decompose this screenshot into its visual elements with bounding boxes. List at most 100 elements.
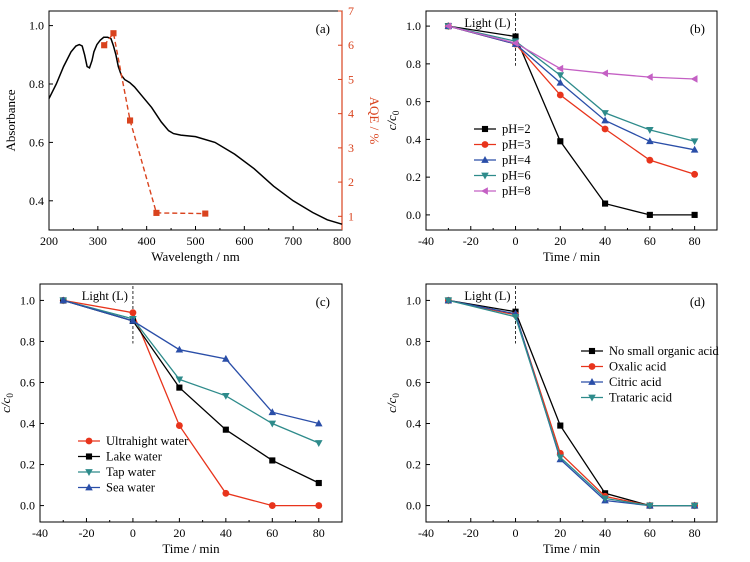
series-point [512,33,519,40]
series-point [511,313,520,321]
legend-entry: pH=6 [502,169,531,183]
series-point [690,75,698,83]
series-point [222,354,230,362]
series-point [602,200,609,207]
legend-entry: Trataric acid [609,391,673,405]
x-tick-label: 200 [40,234,58,248]
y-axis-label: c/c0 [384,110,401,130]
series-point [269,457,276,464]
x-tick-label: -20 [463,526,479,540]
series-point [175,422,183,429]
y-tick-label: 1.0 [406,19,421,33]
series-point [646,156,654,164]
legend-marker [481,172,489,180]
series-point [556,78,565,86]
series-line [448,25,695,80]
series-point [315,502,323,510]
y2-tick-label: 1 [348,209,354,223]
series-point [175,345,184,353]
x-axis-label: Time / min [543,249,601,264]
series-line [63,299,319,507]
x-tick-label: 60 [266,526,278,540]
y2-tick-label: 6 [348,38,354,52]
y-tick-label: 0.8 [406,334,421,348]
series-point [511,39,519,47]
y-tick-label: 0.4 [20,417,35,431]
x-tick-label: -20 [463,234,479,248]
panel-label: (a) [316,21,330,36]
panel-label: (c) [316,294,330,309]
x-tick-label: 800 [333,234,351,248]
y-tick-label: 1.0 [20,293,35,307]
legend-entry: Oxalic acid [609,360,667,374]
legend: pH=2 pH=3pH=4 pH=6pH=8 [474,122,531,198]
series-point [268,502,276,510]
series-point [601,116,609,124]
legend-entry: Ultrahight water [106,434,189,448]
series-point [557,138,564,145]
legend-marker [588,394,596,402]
x-tick-label: 80 [689,526,701,540]
y-tick-label: 0.8 [20,334,35,348]
x-tick-label: 300 [89,234,107,248]
aqe-point [101,42,108,49]
panel-label: (b) [690,21,705,36]
y-tick-label: 0.4 [406,132,421,146]
y-tick-label: 0.2 [406,458,421,472]
x-tick-label: 60 [644,234,656,248]
series-point [601,110,609,117]
series-point [176,384,183,391]
series-point [268,420,277,428]
y-tick-label: 0.6 [406,375,421,389]
legend-marker [85,483,93,491]
x-tick-label: 80 [689,234,701,248]
series-point [175,376,184,384]
light-label: Light (L) [82,289,128,303]
series-point [314,440,323,447]
x-tick-label: 600 [235,234,253,248]
series-point [690,138,699,146]
y-axis-label: Absorbance [3,89,18,151]
series-point [314,419,323,427]
series-point [59,296,68,304]
series-point [268,408,277,416]
x-tick-label: 20 [173,526,185,540]
series-point [690,502,699,510]
plot-frame [425,10,718,231]
series-point [691,211,698,218]
light-label: Light (L) [464,289,510,303]
plot-frame [48,10,343,231]
x-tick-label: -40 [32,526,48,540]
aqe-line [103,31,206,215]
series-point [601,495,609,503]
series-point [444,22,452,30]
series-line [448,25,695,216]
series-line [63,299,319,425]
panel-label: (d) [690,294,705,309]
y2-tick-label: 3 [348,141,354,155]
y2-tick-label: 2 [348,175,354,189]
aqe-point [110,30,117,37]
aqe-point [202,210,209,217]
legend-marker [481,187,488,195]
x-tick-label: 20 [554,526,566,540]
series-line [63,299,320,444]
x-tick-label: 400 [138,234,156,248]
series-line [63,299,320,484]
x-tick-label: 40 [599,526,611,540]
series-point [646,211,653,218]
legend-marker [85,437,93,445]
series-point [129,316,137,324]
y2-tick-label: 4 [348,107,354,121]
series-point [646,127,654,134]
y2-tick-label: 5 [348,72,354,86]
x-tick-label: 0 [513,234,519,248]
series-line [448,299,695,507]
x-tick-label: -40 [418,526,434,540]
series-line [448,25,695,175]
y-tick-label: 0.6 [406,95,421,109]
x-tick-label: -20 [78,526,94,540]
legend-entry: No small organic acid [609,344,720,358]
